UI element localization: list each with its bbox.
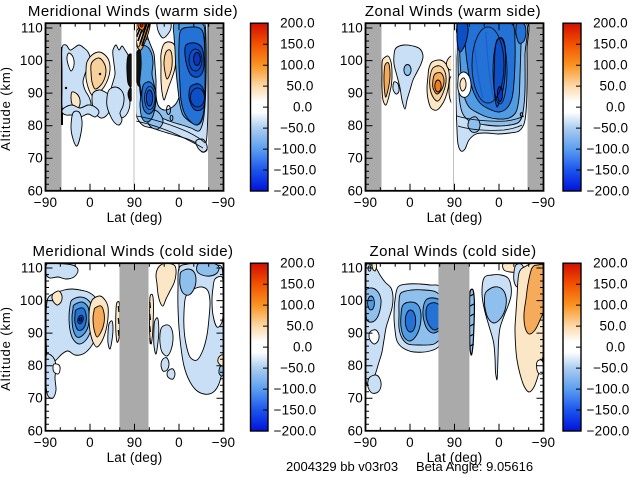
svg-text:90: 90 [127,195,142,210]
svg-text:60: 60 [348,423,363,438]
svg-text:−100.0: −100.0 [274,142,317,157]
svg-text:0.0: 0.0 [606,340,625,355]
svg-text:Lat (deg): Lat (deg) [107,210,163,225]
svg-text:−150.0: −150.0 [274,403,317,418]
svg-text:200.0: 200.0 [593,16,628,31]
svg-text:−90: −90 [34,435,58,450]
svg-text:−200.0: −200.0 [587,424,630,439]
svg-text:70: 70 [348,151,363,166]
svg-text:100.0: 100.0 [280,298,315,313]
svg-text:60: 60 [28,423,43,438]
svg-text:−150.0: −150.0 [274,163,317,178]
svg-text:90: 90 [28,86,43,101]
svg-text:100: 100 [340,293,363,308]
svg-text:90: 90 [348,326,363,341]
svg-text:0: 0 [175,195,183,210]
svg-text:150.0: 150.0 [280,37,315,52]
svg-text:0: 0 [406,195,414,210]
svg-text:Meridional Winds (warm side): Meridional Winds (warm side) [28,3,238,20]
svg-text:0.0: 0.0 [606,100,625,115]
svg-text:Zonal Winds (warm side): Zonal Winds (warm side) [365,3,541,20]
svg-text:90: 90 [348,86,363,101]
svg-text:−90: −90 [212,195,236,210]
svg-text:−90: −90 [532,195,556,210]
svg-text:200.0: 200.0 [593,256,628,271]
svg-text:60: 60 [348,183,363,198]
svg-text:70: 70 [28,151,43,166]
svg-text:110: 110 [21,261,43,276]
svg-text:0: 0 [495,195,503,210]
svg-text:50.0: 50.0 [600,79,627,94]
svg-text:Lat (deg): Lat (deg) [107,450,163,465]
svg-text:0: 0 [86,435,94,450]
svg-text:−200.0: −200.0 [274,424,317,439]
svg-text:200.0: 200.0 [280,256,315,271]
svg-text:−50.0: −50.0 [593,121,628,136]
svg-text:Lat (deg): Lat (deg) [427,210,483,225]
svg-text:100: 100 [20,53,43,68]
svg-text:−150.0: −150.0 [587,403,630,418]
svg-text:110: 110 [341,21,363,36]
svg-text:60: 60 [28,183,43,198]
svg-text:90: 90 [28,326,43,341]
svg-text:150.0: 150.0 [593,37,628,52]
svg-text:−90: −90 [532,435,556,450]
svg-text:80: 80 [348,118,363,133]
svg-text:70: 70 [348,391,363,406]
svg-text:0.0: 0.0 [293,340,312,355]
svg-text:Zonal Winds (cold side): Zonal Winds (cold side) [369,243,536,260]
svg-text:Beta Angle: 9.05616: Beta Angle: 9.05616 [416,459,533,474]
svg-text:50.0: 50.0 [287,319,314,334]
svg-text:−150.0: −150.0 [587,163,630,178]
svg-text:100: 100 [340,53,363,68]
svg-text:50.0: 50.0 [287,79,314,94]
svg-text:0: 0 [86,195,94,210]
svg-text:80: 80 [348,358,363,373]
svg-text:2004329 bb v03r03: 2004329 bb v03r03 [286,459,398,474]
svg-text:−90: −90 [354,195,378,210]
svg-text:50.0: 50.0 [600,319,627,334]
svg-text:100.0: 100.0 [280,58,315,73]
svg-text:−50.0: −50.0 [593,361,628,376]
svg-text:−50.0: −50.0 [280,361,315,376]
svg-text:−100.0: −100.0 [274,382,317,397]
svg-text:150.0: 150.0 [593,277,628,292]
svg-text:0.0: 0.0 [293,100,312,115]
svg-text:80: 80 [28,118,43,133]
svg-text:−90: −90 [212,435,236,450]
svg-text:100.0: 100.0 [593,298,628,313]
svg-text:100.0: 100.0 [593,58,628,73]
svg-text:0: 0 [495,435,503,450]
svg-text:Altitude (km): Altitude (km) [0,306,13,391]
svg-text:150.0: 150.0 [280,277,315,292]
svg-text:110: 110 [341,261,363,276]
svg-text:−50.0: −50.0 [280,121,315,136]
svg-text:0: 0 [406,435,414,450]
svg-text:200.0: 200.0 [280,16,315,31]
svg-text:−90: −90 [354,435,378,450]
svg-text:70: 70 [28,391,43,406]
svg-text:−90: −90 [34,195,58,210]
svg-text:100: 100 [20,293,43,308]
svg-text:Meridional Winds (cold side): Meridional Winds (cold side) [32,243,233,260]
svg-text:90: 90 [127,435,142,450]
svg-text:110: 110 [21,21,43,36]
svg-text:−100.0: −100.0 [587,382,630,397]
svg-text:−100.0: −100.0 [587,142,630,157]
svg-text:−200.0: −200.0 [587,184,630,199]
svg-text:80: 80 [28,358,43,373]
svg-text:Lat (deg): Lat (deg) [427,450,483,465]
svg-text:0: 0 [175,435,183,450]
svg-text:Altitude (km): Altitude (km) [0,66,13,151]
svg-text:−200.0: −200.0 [274,184,317,199]
svg-text:90: 90 [447,435,462,450]
svg-text:90: 90 [447,195,462,210]
